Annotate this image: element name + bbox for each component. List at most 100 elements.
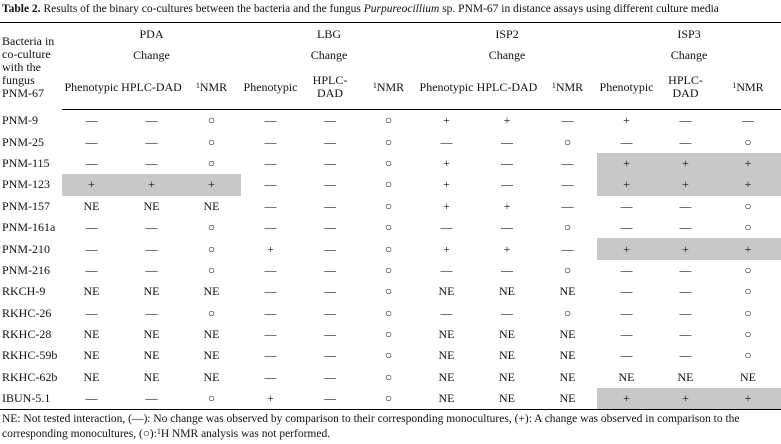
footnote-sup: 1 — [156, 427, 161, 436]
caption-italic: Purpureocillium — [363, 3, 440, 15]
result-cell: — — [85, 113, 98, 128]
result-cell: — — [85, 262, 98, 277]
result-cell: NE — [499, 327, 516, 342]
result-cell: NE — [438, 369, 455, 384]
result-cell: — — [324, 241, 337, 256]
change-header: Change — [488, 47, 526, 62]
result-cell: — — [264, 305, 277, 320]
result-cell: ○ — [384, 284, 393, 299]
bacteria-name: PNM-25 — [2, 134, 45, 149]
nmr-label: NMR — [736, 79, 764, 94]
subheader-phenotypic: Phenotypic — [62, 65, 121, 110]
result-cell: NE — [143, 369, 160, 384]
subheader-hplc-dad: HPLC-DAD — [656, 65, 716, 110]
nmr-label: NMR — [555, 79, 584, 94]
result-cell: — — [145, 134, 158, 149]
result-cell: ○ — [563, 305, 572, 320]
result-cell: — — [264, 177, 277, 192]
bacteria-name: RKCH-9 — [2, 284, 46, 299]
result-cell: — — [85, 305, 98, 320]
result-cell: NE — [559, 369, 576, 384]
result-cell: — — [145, 262, 158, 277]
result-cell: ○ — [744, 220, 752, 235]
table-row: PNM-123 + + + — — ○ + — — + + + — [0, 174, 781, 196]
result-cell: NE — [538, 388, 598, 411]
subheader-hplc-dad: HPLC-DAD — [476, 65, 539, 110]
result-cell: NE — [476, 388, 539, 411]
result-cell: ○ — [182, 388, 242, 411]
bacteria-name: PNM-210 — [2, 241, 51, 256]
result-cell: ○ — [207, 262, 216, 277]
result-cell: + — [503, 198, 511, 213]
footnote-text: NE: Not tested interaction, (—): No chan… — [2, 413, 740, 440]
result-cell: + — [443, 241, 450, 256]
result-cell: — — [501, 220, 514, 235]
result-cell: — — [620, 134, 633, 149]
result-cell: NE — [203, 348, 220, 363]
result-cell: — — [561, 241, 574, 256]
result-cell: + — [503, 241, 511, 256]
result-cell: NE — [203, 327, 220, 342]
bacteria-name: RKHC-26 — [2, 305, 52, 320]
result-cell: ○ — [384, 348, 393, 363]
bacteria-name: RKHC-62b — [2, 369, 58, 384]
result-cell: NE — [83, 369, 100, 384]
result-cell: NE — [438, 284, 455, 299]
bacteria-name: RKHC-28 — [2, 327, 52, 342]
result-cell: — — [324, 220, 337, 235]
result-cell: ○ — [207, 220, 216, 235]
result-cell: ○ — [563, 134, 572, 149]
result-cell: — — [300, 388, 361, 411]
change-header: Change — [310, 47, 348, 62]
caption-text: Results of the binary co-cultures betwee… — [40, 3, 364, 15]
nmr-sup: 1 — [372, 80, 377, 90]
nmr-label: NMR — [199, 79, 228, 94]
result-cell: — — [145, 241, 158, 256]
result-cell: + — [267, 241, 274, 256]
group-header: LBG — [317, 26, 342, 41]
row-header: Bacteria in co-culture with the fungus P… — [2, 34, 55, 101]
result-cell: ○ — [207, 305, 216, 320]
result-cell: + — [503, 113, 511, 128]
result-cell: ○ — [360, 388, 418, 411]
result-cell: — — [85, 155, 98, 170]
result-cell: — — [679, 220, 692, 235]
result-cell: NE — [740, 369, 757, 384]
result-cell: + — [597, 174, 657, 196]
bacteria-name: IBUN-5.1 — [0, 388, 62, 411]
result-cell: — — [145, 305, 158, 320]
result-cell: — — [501, 155, 514, 170]
result-cell: — — [85, 220, 98, 235]
result-cell: — — [501, 177, 514, 192]
subheader-nmr: 1NMR — [715, 65, 781, 110]
subheader-phenotypic: Phenotypic — [597, 65, 657, 110]
result-cell: ○ — [384, 113, 393, 128]
result-cell: NE — [499, 369, 516, 384]
result-cell: — — [324, 284, 337, 299]
bacteria-name: PNM-157 — [2, 198, 51, 213]
result-cell: NE — [143, 348, 160, 363]
result-cell: — — [324, 348, 337, 363]
result-cell: ○ — [207, 134, 216, 149]
change-header: Change — [670, 47, 708, 62]
result-cell: — — [620, 305, 633, 320]
result-cell: — — [620, 348, 633, 363]
result-cell: ○ — [384, 262, 393, 277]
result-cell: + — [121, 174, 182, 196]
table-label: Table 2. — [2, 3, 41, 15]
bacteria-name: PNM-9 — [2, 112, 39, 127]
result-cell: — — [264, 369, 277, 384]
result-cell: NE — [83, 348, 100, 363]
result-cell: NE — [499, 284, 516, 299]
result-cell: + — [443, 177, 450, 192]
table-row: PNM-115— — ○ — — ○ + — — + + + — [0, 152, 781, 175]
result-cell: — — [561, 155, 574, 170]
result-cell: ○ — [207, 113, 216, 128]
result-cell: — — [679, 327, 692, 342]
bacteria-name: RKHC-59b — [2, 348, 58, 363]
result-cell: — — [62, 388, 121, 411]
result-cell: — — [679, 198, 692, 213]
result-cell: — — [324, 262, 337, 277]
result-cell: NE — [559, 348, 576, 363]
result-cell: — — [264, 155, 277, 170]
